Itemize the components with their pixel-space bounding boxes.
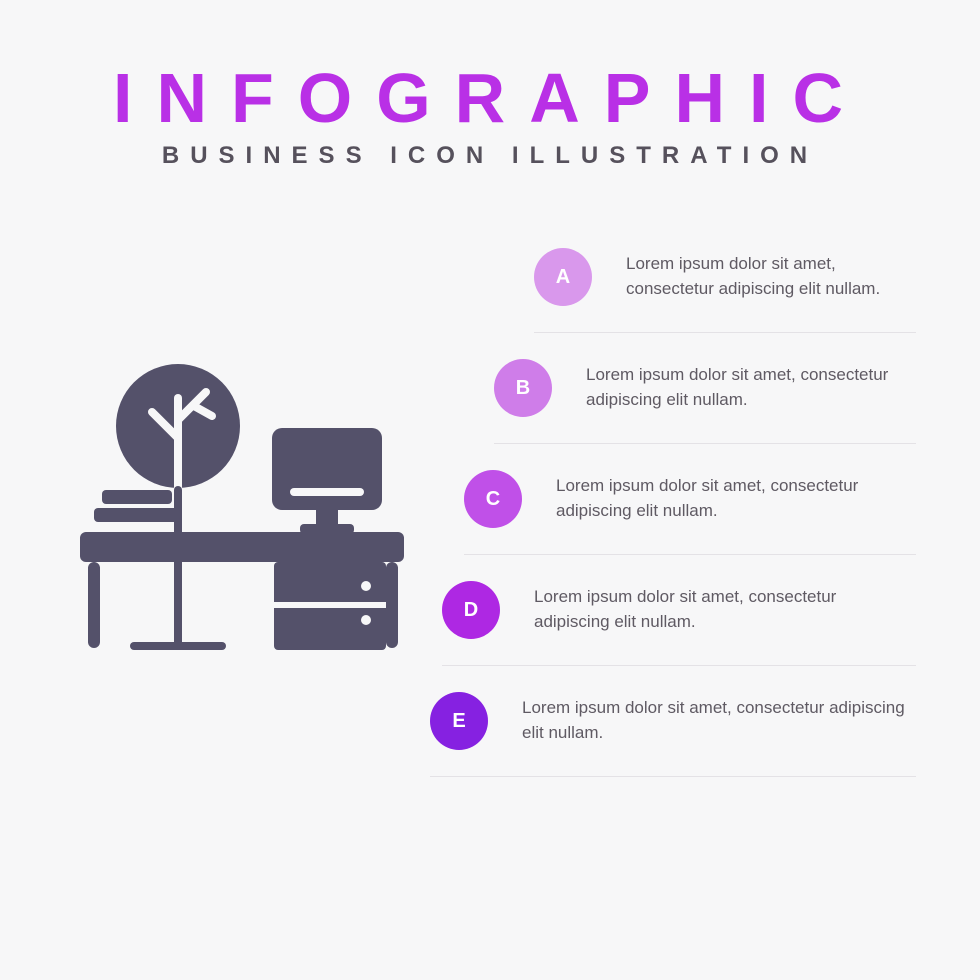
step-text: Lorem ipsum dolor sit amet, consectetur … (626, 252, 916, 301)
step-text: Lorem ipsum dolor sit amet, consectetur … (534, 585, 916, 634)
step-text: Lorem ipsum dolor sit amet, consectetur … (522, 696, 916, 745)
step-item: C Lorem ipsum dolor sit amet, consectetu… (464, 444, 916, 555)
step-badge: D (442, 581, 500, 639)
desk-workspace-icon (60, 360, 420, 680)
step-item: B Lorem ipsum dolor sit amet, consectetu… (494, 333, 916, 444)
step-badge: A (534, 248, 592, 306)
step-badge: B (494, 359, 552, 417)
steps-list: A Lorem ipsum dolor sit amet, consectetu… (430, 222, 916, 777)
content-area: A Lorem ipsum dolor sit amet, consectetu… (0, 210, 980, 930)
step-badge: E (430, 692, 488, 750)
page-title: INFOGRAPHIC (0, 58, 980, 138)
step-text: Lorem ipsum dolor sit amet, consectetur … (556, 474, 916, 523)
step-item: E Lorem ipsum dolor sit amet, consectetu… (430, 666, 916, 777)
step-text: Lorem ipsum dolor sit amet, consectetur … (586, 363, 916, 412)
step-badge: C (464, 470, 522, 528)
header: INFOGRAPHIC BUSINESS ICON ILLUSTRATION (0, 0, 980, 170)
step-item: A Lorem ipsum dolor sit amet, consectetu… (534, 222, 916, 333)
step-item: D Lorem ipsum dolor sit amet, consectetu… (442, 555, 916, 666)
page-subtitle: BUSINESS ICON ILLUSTRATION (0, 142, 980, 170)
